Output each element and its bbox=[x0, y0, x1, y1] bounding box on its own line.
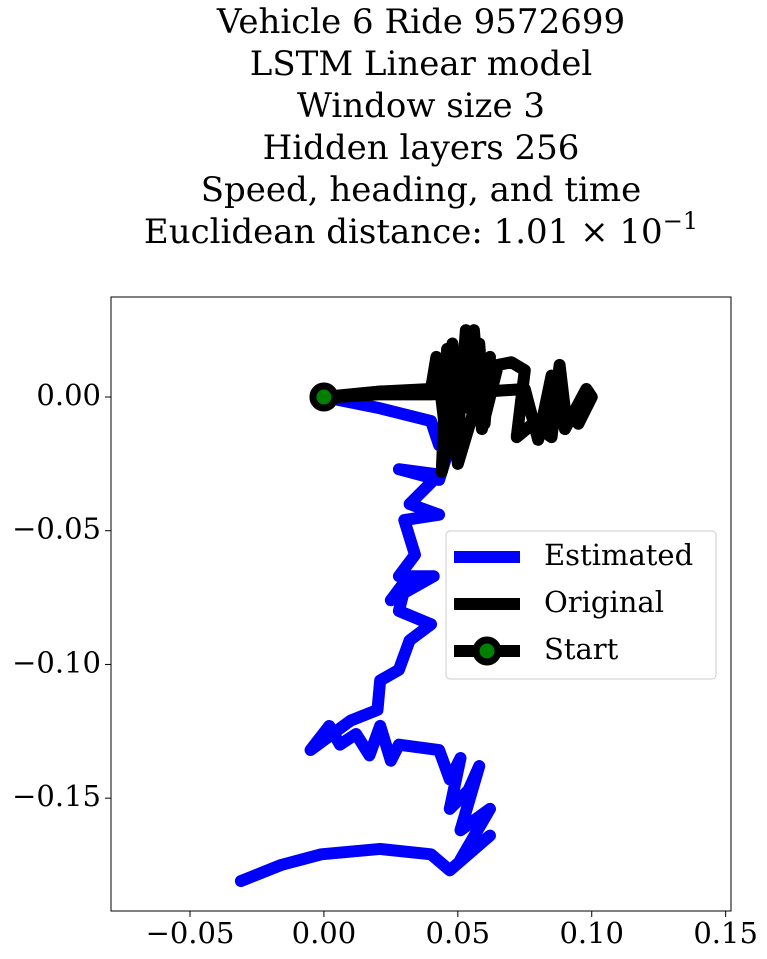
y-tick-label: −0.05 bbox=[12, 512, 101, 546]
legend-label: Original bbox=[544, 585, 664, 619]
legend-label: Estimated bbox=[544, 538, 693, 572]
x-tick-label: 0.10 bbox=[559, 916, 624, 950]
metric-exponent: −1 bbox=[663, 207, 698, 235]
chart-title: Hidden layers 256 bbox=[263, 128, 580, 168]
legend-marker bbox=[472, 636, 502, 666]
start-marker bbox=[309, 382, 339, 412]
series-line bbox=[317, 324, 598, 478]
series-line bbox=[234, 391, 496, 888]
y-tick-label: 0.00 bbox=[36, 378, 101, 412]
metric-text: Euclidean distance: 1.01 × 10 bbox=[144, 212, 663, 252]
x-tick-label: 0.00 bbox=[292, 916, 357, 950]
chart-title: Window size 3 bbox=[297, 86, 545, 126]
y-tick-label: −0.10 bbox=[12, 645, 101, 679]
chart-title: LSTM Linear model bbox=[250, 44, 592, 84]
axes-frame bbox=[110, 296, 732, 912]
plot-area bbox=[234, 324, 598, 888]
legend-box bbox=[445, 530, 717, 680]
x-tick-label: −0.05 bbox=[146, 916, 235, 950]
chart-title: Speed, heading, and time bbox=[201, 170, 642, 210]
x-tick-label: 0.05 bbox=[426, 916, 491, 950]
x-tick-label: 0.15 bbox=[693, 916, 758, 950]
chart-title: Vehicle 6 Ride 9572699 bbox=[216, 2, 625, 42]
legend-label: Start bbox=[544, 632, 619, 666]
metric-title: Euclidean distance: 1.01 × 10−1 bbox=[144, 207, 698, 253]
y-tick-label: −0.15 bbox=[12, 779, 101, 813]
